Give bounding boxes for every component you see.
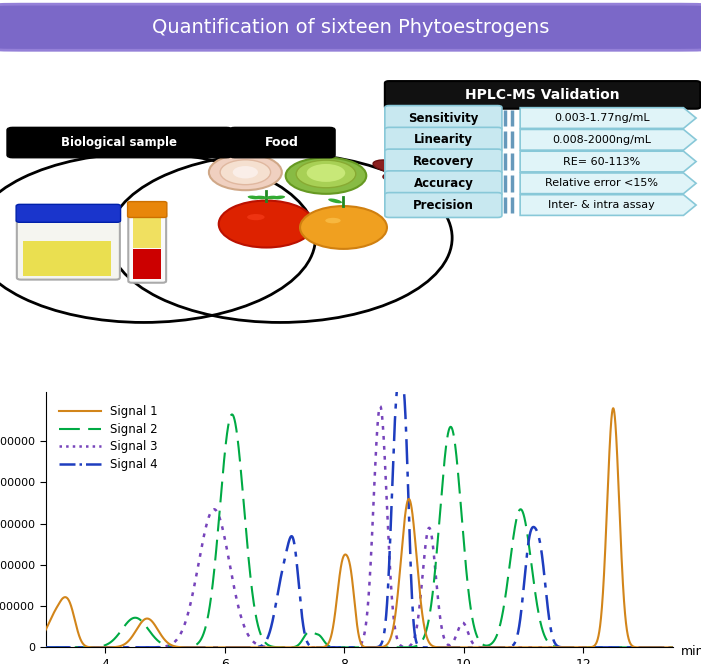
FancyBboxPatch shape bbox=[16, 205, 121, 222]
FancyBboxPatch shape bbox=[385, 81, 700, 109]
Ellipse shape bbox=[266, 196, 278, 199]
FancyBboxPatch shape bbox=[23, 221, 111, 241]
Text: Sensitivity: Sensitivity bbox=[408, 112, 479, 125]
Circle shape bbox=[209, 154, 282, 190]
Circle shape bbox=[300, 206, 387, 249]
FancyBboxPatch shape bbox=[128, 212, 166, 283]
FancyBboxPatch shape bbox=[128, 202, 167, 218]
Polygon shape bbox=[520, 173, 696, 194]
FancyBboxPatch shape bbox=[229, 127, 335, 158]
Text: Recovery: Recovery bbox=[413, 155, 474, 168]
Text: Linearity: Linearity bbox=[414, 133, 473, 146]
FancyBboxPatch shape bbox=[0, 4, 701, 50]
Legend: Signal 1, Signal 2, Signal 3, Signal 4: Signal 1, Signal 2, Signal 3, Signal 4 bbox=[55, 400, 163, 476]
FancyBboxPatch shape bbox=[385, 193, 502, 218]
Text: Quantification of sixteen Phytoestrogens: Quantification of sixteen Phytoestrogens bbox=[152, 18, 549, 37]
Text: Inter- & intra assay: Inter- & intra assay bbox=[548, 200, 655, 210]
Ellipse shape bbox=[247, 195, 260, 199]
Ellipse shape bbox=[297, 160, 356, 188]
Text: 0.003-1.77ng/mL: 0.003-1.77ng/mL bbox=[554, 113, 650, 123]
Text: RE= 60-113%: RE= 60-113% bbox=[563, 157, 641, 167]
FancyBboxPatch shape bbox=[17, 218, 120, 280]
Ellipse shape bbox=[325, 218, 341, 223]
Ellipse shape bbox=[254, 196, 267, 199]
Text: 0.008-2000ng/mL: 0.008-2000ng/mL bbox=[552, 135, 651, 145]
Text: Biological sample: Biological sample bbox=[61, 136, 177, 149]
Circle shape bbox=[220, 160, 271, 185]
FancyBboxPatch shape bbox=[23, 241, 111, 276]
Ellipse shape bbox=[286, 157, 367, 194]
Text: Precision: Precision bbox=[413, 199, 474, 212]
Polygon shape bbox=[520, 195, 696, 215]
Text: min: min bbox=[681, 645, 701, 657]
Ellipse shape bbox=[383, 171, 419, 181]
Ellipse shape bbox=[373, 160, 409, 173]
Text: HPLC-MS Validation: HPLC-MS Validation bbox=[465, 88, 620, 102]
Polygon shape bbox=[520, 151, 696, 172]
FancyBboxPatch shape bbox=[385, 171, 502, 196]
Polygon shape bbox=[520, 108, 696, 128]
Polygon shape bbox=[520, 129, 696, 150]
Text: Food: Food bbox=[265, 136, 299, 149]
Circle shape bbox=[233, 166, 258, 179]
FancyBboxPatch shape bbox=[133, 217, 161, 248]
FancyBboxPatch shape bbox=[385, 149, 502, 174]
Ellipse shape bbox=[273, 195, 285, 199]
Circle shape bbox=[219, 201, 314, 248]
Text: Relative error <15%: Relative error <15% bbox=[545, 179, 658, 189]
Ellipse shape bbox=[394, 165, 426, 175]
FancyBboxPatch shape bbox=[385, 127, 502, 152]
Text: Accuracy: Accuracy bbox=[414, 177, 473, 190]
FancyBboxPatch shape bbox=[7, 127, 232, 158]
FancyBboxPatch shape bbox=[133, 249, 161, 280]
FancyBboxPatch shape bbox=[385, 106, 502, 130]
Ellipse shape bbox=[328, 199, 342, 203]
Ellipse shape bbox=[247, 214, 265, 220]
Ellipse shape bbox=[307, 164, 346, 182]
